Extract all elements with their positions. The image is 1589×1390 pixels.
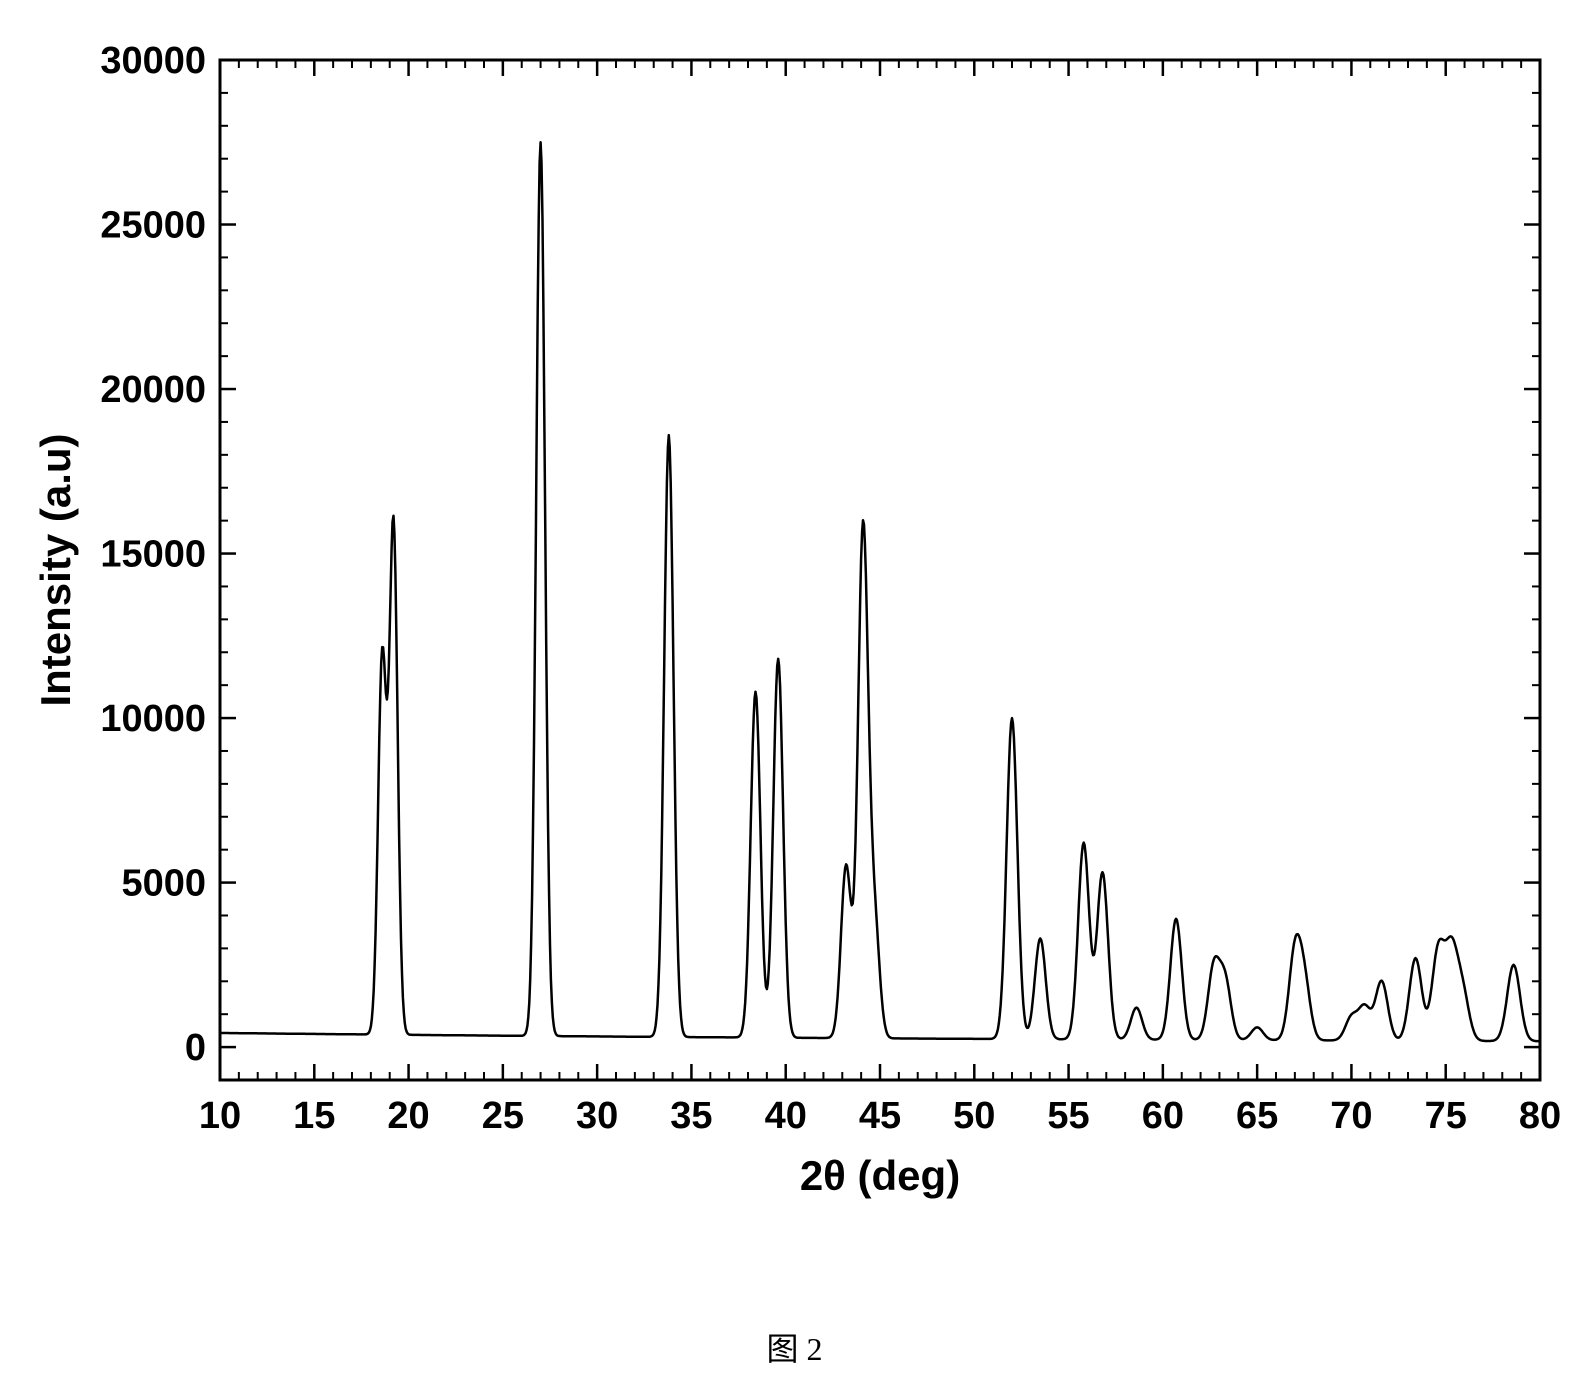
svg-text:5000: 5000 <box>121 863 206 905</box>
svg-text:65: 65 <box>1236 1095 1278 1137</box>
svg-text:75: 75 <box>1425 1095 1467 1137</box>
svg-text:25000: 25000 <box>100 205 206 247</box>
svg-text:15: 15 <box>293 1095 335 1137</box>
xrd-chart: 10 15 20 25 30 35 40 45 50 55 60 65 70 75 80 0 5000 10000… <box>20 20 1569 1220</box>
svg-text:30000: 30000 <box>100 40 206 82</box>
svg-text:0: 0 <box>185 1027 206 1069</box>
svg-text:60: 60 <box>1142 1095 1184 1137</box>
figure-caption: 图 2 <box>20 1324 1569 1370</box>
svg-text:10000: 10000 <box>100 698 206 740</box>
svg-text:40: 40 <box>765 1095 807 1137</box>
xrd-chart-container: 10 15 20 25 30 35 40 45 50 55 60 65 70 75 80 0 5000 10000… <box>20 20 1569 1314</box>
svg-text:45: 45 <box>859 1095 901 1137</box>
svg-text:25: 25 <box>482 1095 524 1137</box>
svg-text:50: 50 <box>953 1095 995 1137</box>
svg-text:80: 80 <box>1519 1095 1561 1137</box>
svg-text:15000: 15000 <box>100 534 206 576</box>
svg-text:20000: 20000 <box>100 369 206 411</box>
svg-text:2θ (deg): 2θ (deg) <box>800 1152 960 1199</box>
svg-text:70: 70 <box>1330 1095 1372 1137</box>
svg-text:35: 35 <box>670 1095 712 1137</box>
svg-text:55: 55 <box>1047 1095 1089 1137</box>
svg-text:20: 20 <box>387 1095 429 1137</box>
svg-text:Intensity (a.u): Intensity (a.u) <box>32 433 79 706</box>
svg-text:30: 30 <box>576 1095 618 1137</box>
svg-text:10: 10 <box>199 1095 241 1137</box>
